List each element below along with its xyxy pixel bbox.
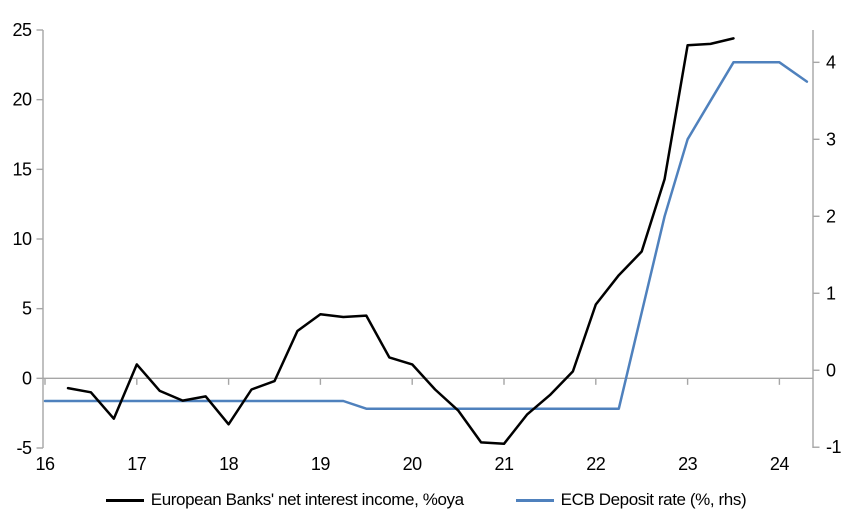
right-axis-tick-label: 4 [826, 52, 836, 72]
x-axis-tick-label: 23 [678, 454, 698, 474]
legend-line-sample-blue [515, 498, 554, 502]
legend-label: European Banks' net interest income, %oy… [150, 490, 464, 509]
x-axis-tick-label: 21 [494, 454, 514, 474]
right-axis-tick-label: 3 [826, 129, 836, 149]
x-axis-tick-label: 19 [311, 454, 331, 474]
left-axis-tick-label: 25 [12, 20, 32, 40]
x-axis-tick-label: 24 [770, 454, 790, 474]
x-axis-tick-label: 18 [219, 454, 239, 474]
legend-line-sample-black [105, 498, 144, 502]
left-axis-tick-label: 10 [12, 229, 32, 249]
chart-legend: European Banks' net interest income, %oy… [0, 490, 852, 510]
x-axis-tick-label: 20 [403, 454, 423, 474]
series-line-net-interest-income [66, 37, 735, 446]
left-axis-tick-label: 5 [22, 299, 32, 319]
right-axis-tick-label: 0 [826, 360, 836, 380]
left-axis-tick-label: -5 [16, 438, 31, 458]
legend-item-net-interest-income: European Banks' net interest income, %oy… [105, 490, 464, 510]
left-axis-tick-label: 20 [12, 90, 32, 110]
right-axis-tick-label: 2 [826, 206, 836, 226]
legend-label: ECB Deposit rate (%, rhs) [560, 490, 747, 509]
right-axis-tick-label: -1 [826, 437, 841, 457]
series-line-ecb-deposit-rate [43, 61, 809, 410]
x-axis-tick-label: 16 [35, 454, 55, 474]
left-axis-tick-label: 15 [12, 159, 32, 179]
left-axis-tick-label: 0 [22, 368, 32, 388]
right-axis-tick-label: 1 [826, 283, 836, 303]
legend-item-ecb-deposit-rate: ECB Deposit rate (%, rhs) [515, 490, 747, 510]
x-axis-tick-label: 17 [127, 454, 147, 474]
x-axis-tick-label: 22 [586, 454, 606, 474]
